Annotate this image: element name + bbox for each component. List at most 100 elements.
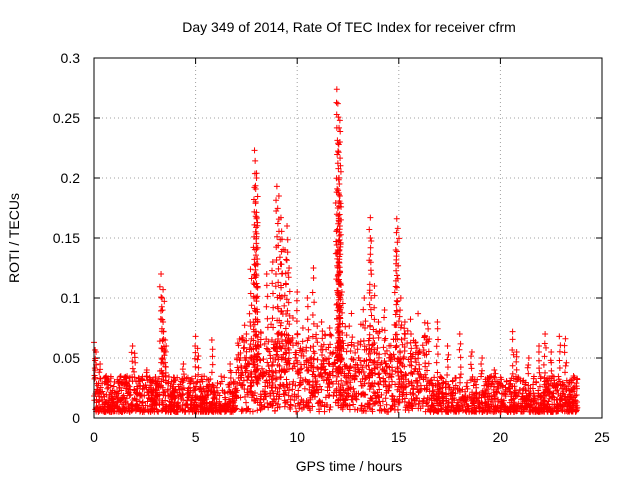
data-point — [156, 283, 163, 290]
data-point — [374, 329, 381, 336]
data-point — [285, 392, 292, 399]
data-point — [254, 193, 261, 200]
data-point — [148, 389, 155, 396]
data-point — [251, 147, 258, 154]
data-point — [512, 387, 519, 394]
data-point — [563, 401, 570, 408]
data-point — [118, 396, 125, 403]
data-point — [114, 398, 121, 405]
data-point — [360, 306, 367, 313]
data-point — [452, 374, 459, 381]
data-point — [492, 378, 499, 385]
data-point — [103, 391, 110, 398]
data-point — [392, 277, 399, 284]
axis-ticks: 0 5 10 15 20 25 0 0.05 0.1 0.15 0.2 0.25 0.3 — [53, 50, 610, 445]
data-point — [171, 408, 178, 415]
data-point — [348, 310, 355, 317]
data-point — [243, 337, 250, 344]
data-point — [209, 382, 216, 389]
data-point — [555, 402, 562, 409]
data-point — [497, 374, 504, 381]
data-point — [485, 404, 492, 411]
data-point — [440, 379, 447, 386]
data-point — [371, 346, 378, 353]
data-point — [553, 407, 560, 414]
data-point — [530, 397, 537, 404]
data-point — [544, 386, 551, 393]
data-point — [336, 223, 343, 229]
data-point — [267, 390, 274, 397]
data-point — [105, 384, 112, 391]
data-point — [275, 242, 282, 249]
data-point — [198, 373, 205, 380]
data-point — [333, 99, 340, 106]
data-point — [535, 357, 542, 364]
data-point — [161, 298, 168, 305]
data-point — [289, 386, 296, 393]
data-point — [334, 226, 341, 233]
data-point — [508, 375, 515, 382]
data-point — [200, 408, 207, 415]
data-point — [208, 369, 215, 376]
data-point — [263, 271, 270, 277]
data-point — [457, 364, 464, 371]
data-point — [152, 385, 159, 392]
data-point — [326, 331, 333, 338]
data-point — [127, 386, 134, 393]
data-point — [358, 408, 365, 415]
data-point — [274, 352, 281, 359]
x-tick-label: 5 — [192, 429, 200, 445]
data-point — [306, 378, 313, 385]
data-point — [122, 374, 129, 381]
data-point — [352, 395, 359, 402]
data-point — [337, 231, 344, 238]
data-point — [387, 342, 394, 349]
data-point — [162, 363, 169, 370]
data-point — [145, 394, 152, 401]
data-point — [319, 351, 326, 358]
data-point — [368, 237, 375, 244]
grid-lines — [94, 58, 602, 418]
data-point — [264, 359, 271, 366]
data-point — [93, 386, 100, 393]
data-point — [481, 408, 488, 415]
data-point — [274, 205, 281, 212]
data-point — [143, 373, 150, 380]
data-point — [341, 372, 348, 379]
data-point — [327, 403, 334, 410]
data-point — [310, 382, 317, 389]
data-point — [100, 391, 107, 398]
data-point — [491, 367, 498, 373]
data-point — [274, 361, 281, 368]
data-point — [358, 402, 365, 409]
data-point — [435, 388, 442, 395]
data-point — [120, 401, 127, 408]
data-point — [316, 406, 323, 413]
data-point — [382, 350, 389, 357]
data-point — [159, 370, 166, 377]
data-point — [548, 367, 555, 374]
data-point — [318, 361, 325, 368]
data-point — [269, 259, 276, 265]
data-point — [335, 369, 342, 376]
data-point — [479, 388, 486, 395]
data-point — [556, 357, 563, 364]
data-point — [425, 348, 432, 355]
data-point — [125, 389, 132, 396]
data-point — [240, 345, 247, 352]
data-point — [131, 387, 138, 394]
data-point — [412, 401, 419, 408]
data-point — [370, 326, 377, 333]
data-point — [335, 149, 342, 156]
data-point — [435, 380, 442, 387]
data-point — [194, 356, 201, 363]
data-point — [339, 337, 346, 344]
data-point — [509, 328, 516, 335]
data-point — [204, 383, 211, 390]
data-point — [208, 408, 215, 415]
data-point — [330, 349, 337, 356]
data-point — [456, 396, 463, 403]
data-point — [375, 319, 382, 325]
data-point — [250, 337, 257, 344]
data-point — [426, 380, 433, 387]
